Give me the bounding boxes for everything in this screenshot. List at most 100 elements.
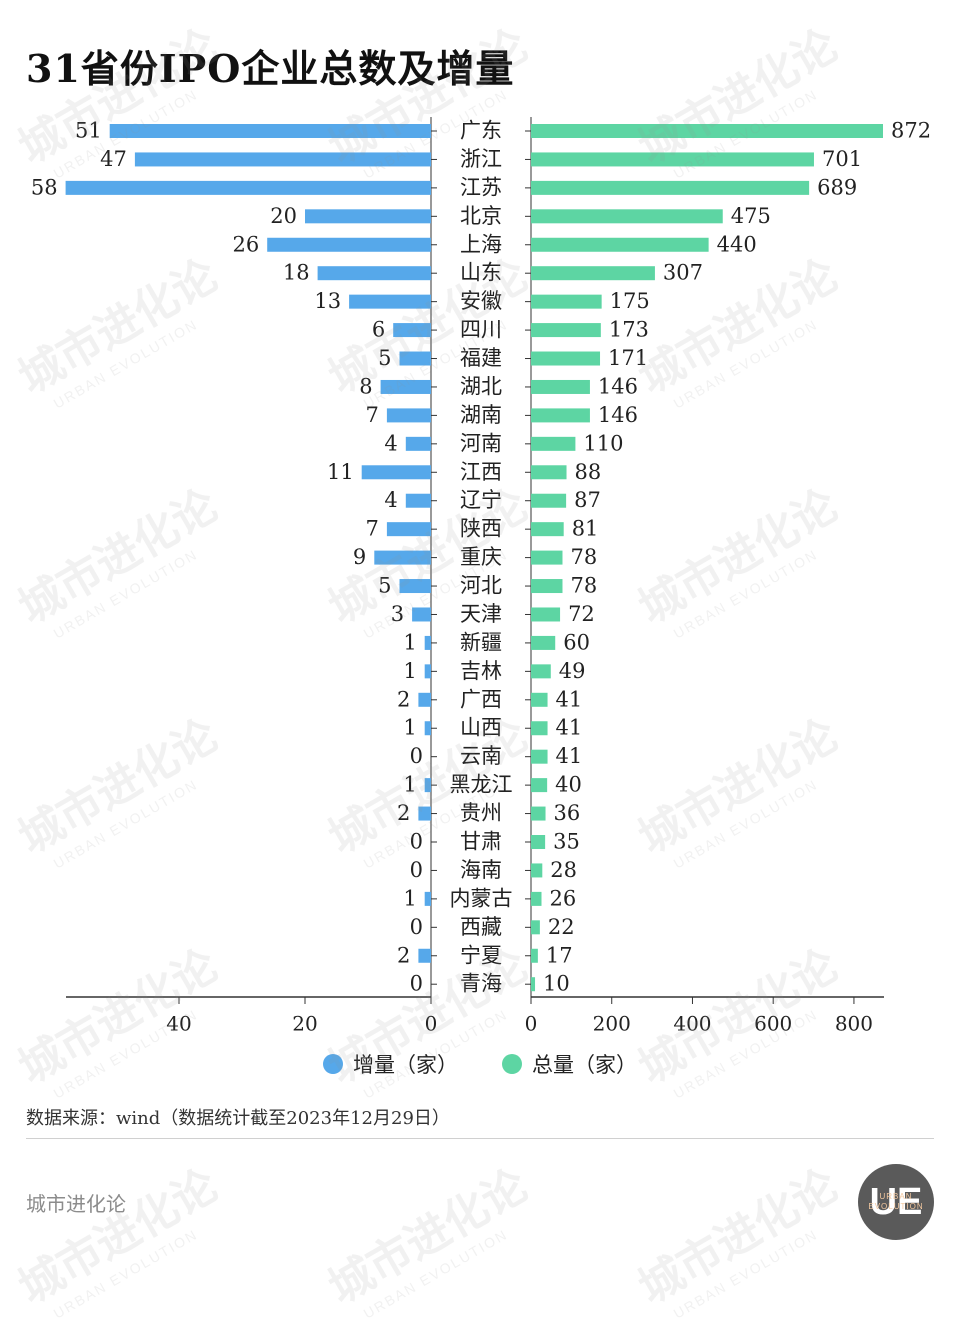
province-label: 福建 — [460, 346, 502, 370]
total-bar — [531, 607, 561, 622]
total-bar — [531, 493, 567, 508]
province-label: 江苏 — [460, 175, 502, 199]
total-bar — [531, 891, 542, 906]
total-bar — [531, 351, 601, 366]
increment-bar — [393, 323, 431, 338]
province-label: 重庆 — [460, 545, 502, 569]
total-bar — [531, 522, 564, 537]
increment-bar — [380, 379, 431, 394]
increment-value-label: 18 — [283, 261, 310, 285]
increment-bar — [361, 465, 431, 480]
increment-value-label: 11 — [327, 460, 354, 484]
legend-swatch-total — [502, 1054, 522, 1074]
legend-label-increment: 增量（家） — [353, 1053, 458, 1077]
increment-value-label: 4 — [384, 431, 397, 455]
total-bar — [531, 124, 883, 138]
total-bar — [531, 664, 551, 679]
increment-bar — [424, 721, 431, 736]
increment-bar — [399, 579, 431, 594]
increment-bar — [405, 436, 431, 451]
total-bar — [531, 550, 563, 565]
increment-bar — [305, 209, 431, 224]
total-bar — [531, 180, 810, 195]
increment-value-label: 1 — [403, 773, 416, 797]
footer-divider — [26, 1138, 934, 1139]
total-bar — [531, 579, 563, 594]
increment-value-label: 5 — [378, 574, 391, 598]
legend-item-increment[interactable]: 增量（家） — [323, 1049, 458, 1079]
total-value-label: 26 — [549, 886, 576, 910]
total-bar — [531, 721, 548, 736]
province-label: 西藏 — [460, 915, 502, 939]
province-label: 湖北 — [460, 374, 502, 398]
increment-bar — [418, 948, 431, 963]
total-value-label: 171 — [608, 346, 648, 370]
total-value-label: 28 — [550, 858, 577, 882]
right-x-tick-label: 0 — [525, 1012, 538, 1036]
chart-title: 31省份IPO企业总数及增量 — [26, 46, 515, 91]
watermark-cn: 城市进化论 — [630, 1159, 847, 1315]
increment-value-label: 1 — [403, 630, 416, 654]
total-value-label: 36 — [554, 801, 581, 825]
left-x-tick-label: 0 — [425, 1012, 438, 1036]
province-label: 北京 — [460, 204, 502, 228]
increment-value-label: 13 — [314, 289, 341, 313]
province-label: 上海 — [460, 232, 502, 256]
province-label: 湖南 — [460, 403, 502, 427]
increment-value-label: 51 — [75, 119, 102, 143]
total-bar — [531, 835, 546, 849]
increment-bar — [418, 692, 431, 707]
total-value-label: 475 — [731, 204, 771, 228]
province-label: 天津 — [460, 602, 502, 626]
increment-value-label: 3 — [391, 602, 404, 626]
increment-value-label: 8 — [359, 374, 372, 398]
province-label: 黑龙江 — [450, 773, 513, 797]
total-bar — [531, 977, 536, 992]
increment-bar — [424, 891, 431, 906]
province-label: 辽宁 — [460, 488, 502, 512]
total-bar — [531, 465, 567, 480]
total-value-label: 87 — [574, 488, 601, 512]
legend-item-total[interactable]: 总量（家） — [502, 1049, 637, 1079]
increment-value-label: 6 — [372, 318, 385, 342]
increment-bar — [424, 664, 431, 679]
total-value-label: 689 — [817, 175, 857, 199]
increment-bar — [399, 351, 431, 366]
increment-bar — [386, 408, 431, 423]
left-x-tick-label: 40 — [166, 1012, 191, 1036]
increment-value-label: 0 — [410, 744, 423, 768]
brand-logo-icon: UE URBAN EVOLUTION — [858, 1164, 934, 1240]
total-value-label: 41 — [556, 744, 583, 768]
legend-swatch-increment — [323, 1054, 343, 1074]
watermark-en: URBAN EVOLUTION — [360, 1225, 511, 1322]
total-value-label: 72 — [568, 602, 595, 626]
increment-bar — [424, 635, 431, 650]
province-label: 云南 — [460, 744, 502, 768]
increment-bar — [65, 180, 431, 195]
increment-value-label: 9 — [353, 545, 366, 569]
increment-value-label: 0 — [410, 915, 423, 939]
province-label: 四川 — [460, 318, 502, 342]
total-bar — [531, 266, 655, 281]
total-bar — [531, 209, 723, 224]
increment-value-label: 1 — [403, 886, 416, 910]
watermark-cn: 城市进化论 — [320, 1159, 537, 1315]
province-label: 浙江 — [460, 147, 502, 171]
province-label: 吉林 — [460, 659, 502, 683]
total-bar — [531, 920, 540, 935]
data-source-note: 数据来源：wind（数据统计截至2023年12月29日） — [26, 1108, 450, 1129]
total-value-label: 146 — [598, 403, 638, 427]
province-label: 贵州 — [460, 801, 502, 825]
province-label: 山东 — [460, 261, 502, 285]
increment-value-label: 0 — [410, 972, 423, 996]
total-value-label: 17 — [546, 943, 573, 967]
province-label: 广东 — [460, 119, 502, 143]
total-bar — [531, 152, 814, 167]
watermark-en: URBAN EVOLUTION — [670, 1225, 821, 1322]
total-value-label: 307 — [663, 261, 703, 285]
total-value-label: 35 — [553, 830, 580, 854]
province-label: 甘肃 — [460, 830, 502, 854]
